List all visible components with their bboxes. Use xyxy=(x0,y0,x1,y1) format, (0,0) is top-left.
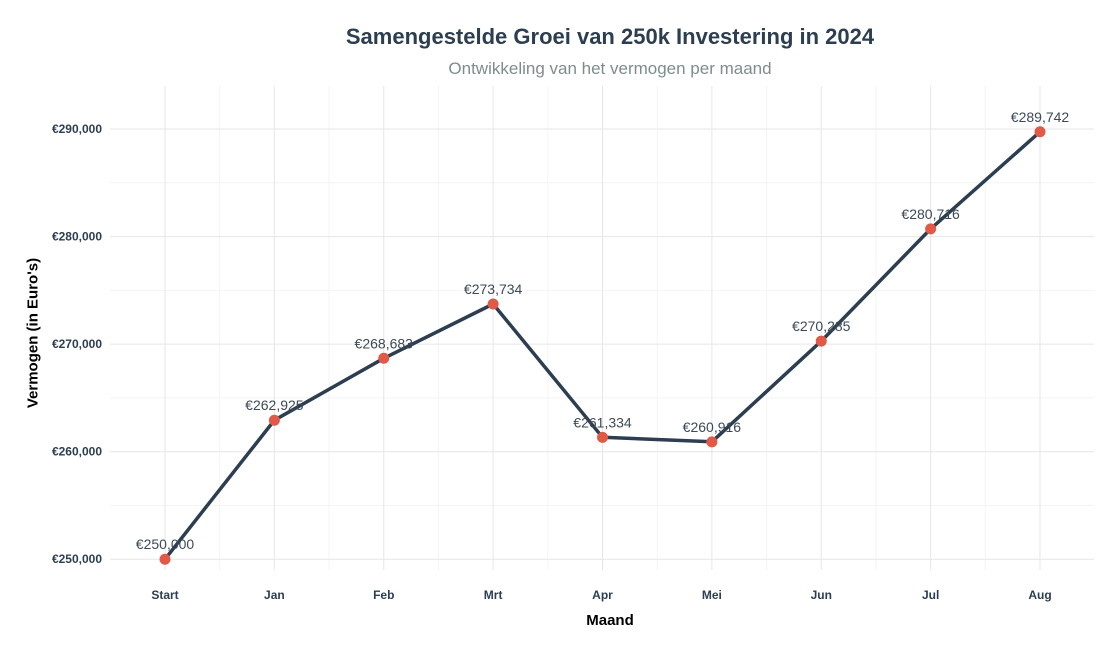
x-axis-ticks: Start Jan Feb Mrt Apr Mei Jun Jul Aug xyxy=(151,588,1051,602)
data-label: €268,683 xyxy=(355,335,414,351)
y-tick-label: €280,000 xyxy=(52,230,102,244)
data-point xyxy=(159,553,171,565)
y-axis-ticks: €250,000 €260,000 €270,000 €280,000 €290,000 xyxy=(52,122,102,566)
x-tick-label: Mrt xyxy=(484,588,503,602)
data-point xyxy=(1034,126,1046,138)
data-point xyxy=(925,223,937,235)
x-tick-label: Aug xyxy=(1028,588,1051,602)
data-label: €250,000 xyxy=(136,536,195,552)
data-point xyxy=(268,414,280,426)
data-label: €280,716 xyxy=(901,206,960,222)
data-points xyxy=(159,126,1046,565)
data-label: €270,285 xyxy=(792,318,851,334)
x-tick-label: Jan xyxy=(264,588,285,602)
data-label: €273,734 xyxy=(464,281,523,297)
data-label: €261,334 xyxy=(573,414,632,430)
data-label: €260,916 xyxy=(683,419,742,435)
y-tick-label: €270,000 xyxy=(52,337,102,351)
data-labels: €250,000 €262,925 €268,683 €273,734 €261,334… xyxy=(136,109,1070,552)
data-point xyxy=(378,352,390,364)
data-point xyxy=(487,298,499,310)
chart-subtitle: Ontwikkeling van het vermogen per maand xyxy=(448,59,772,78)
x-axis-label: Maand xyxy=(586,612,634,629)
chart-title: Samengestelde Groei van 250k Investering… xyxy=(345,24,875,49)
x-tick-label: Feb xyxy=(373,588,394,602)
y-tick-label: €250,000 xyxy=(52,552,102,566)
x-tick-label: Start xyxy=(151,588,178,602)
y-tick-label: €290,000 xyxy=(52,122,102,136)
data-label: €262,925 xyxy=(245,397,304,413)
data-label: €289,742 xyxy=(1011,109,1070,125)
data-point xyxy=(815,335,827,347)
data-point xyxy=(597,431,608,443)
y-tick-label: €260,000 xyxy=(52,445,102,459)
x-tick-label: Jun xyxy=(811,588,832,602)
x-tick-label: Mei xyxy=(702,588,722,602)
x-tick-label: Apr xyxy=(592,588,613,602)
data-point xyxy=(706,436,718,448)
x-tick-label: Jul xyxy=(922,588,939,602)
grid-lines xyxy=(110,86,1094,570)
